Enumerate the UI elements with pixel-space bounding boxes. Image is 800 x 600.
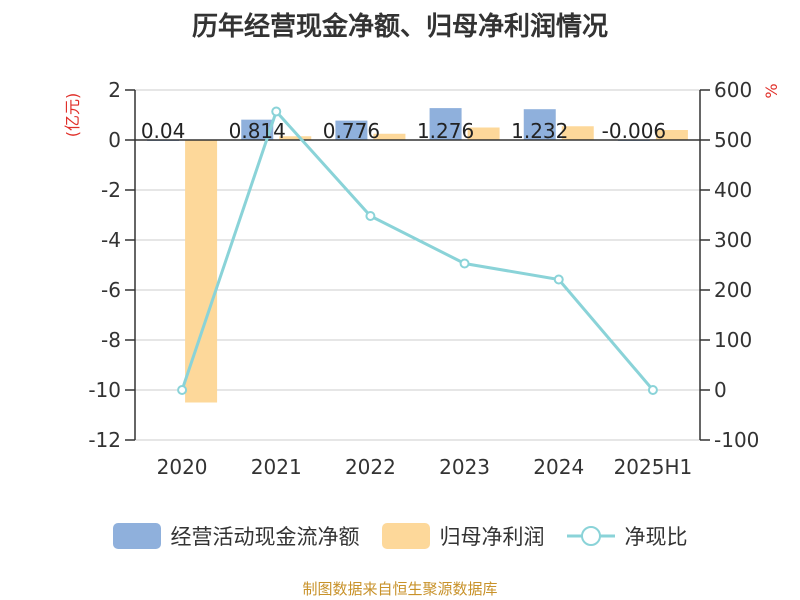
- y-left-tick-label: -8: [101, 328, 121, 352]
- point-ratio: [365, 211, 376, 221]
- y-left-tick-label: 0: [108, 128, 121, 152]
- legend-item-op-cash[interactable]: 经营活动现金流净额: [112, 521, 360, 551]
- bar-op-cash: [429, 108, 462, 140]
- y-right-tick-label: 300: [714, 228, 752, 252]
- legend-item-ratio[interactable]: 净现比: [566, 521, 688, 551]
- source-note: 制图数据来自恒生聚源数据库: [302, 580, 498, 598]
- y-left-unit: (亿元): [63, 93, 82, 138]
- bar-op-cash: [523, 109, 556, 140]
- point-ratio: [459, 258, 470, 269]
- chart-title: 历年经营现金净额、归母净利润情况: [191, 12, 608, 42]
- bar-op-cash: [335, 120, 368, 140]
- bar-op-cash: [241, 119, 274, 140]
- point-ratio: [271, 106, 282, 117]
- y-left-tick-label: -2: [101, 178, 121, 202]
- y-right-tick-label: 400: [714, 178, 752, 202]
- data-label-op-cash: 0.04: [141, 119, 186, 143]
- y-right-tick-label: 200: [714, 278, 752, 302]
- line-ratio: [180, 108, 655, 391]
- legend-label-op-cash: 经营活动现金流净额: [170, 525, 360, 549]
- y-right-tick-label: 0: [714, 378, 727, 402]
- bar-net-profit: [185, 140, 218, 403]
- y-right-unit: %: [762, 83, 781, 98]
- y-left-tick-label: -10: [88, 378, 121, 402]
- data-label-op-cash: 1.232: [511, 119, 568, 143]
- y-right-tick-label: 600: [714, 78, 752, 102]
- y-left-tick-label: -12: [88, 428, 121, 452]
- point-ratio: [553, 274, 564, 285]
- bar-net-profit: [279, 136, 312, 140]
- point-ratio: [177, 385, 188, 395]
- x-tick-label: 2021: [251, 455, 302, 479]
- legend-swatch-ratio: [566, 526, 615, 546]
- legend: 经营活动现金流净额 归母净利润 净现比: [0, 518, 800, 554]
- data-label-op-cash: 1.276: [417, 119, 474, 143]
- y-right-tick-label: -100: [714, 428, 759, 452]
- y-left-tick-label: 2: [108, 78, 121, 102]
- bar-net-profit: [561, 126, 594, 140]
- y-left-tick-label: -6: [101, 278, 121, 302]
- bar-net-profit: [373, 133, 406, 140]
- x-tick-label: 2025H1: [614, 455, 693, 479]
- legend-label-ratio: 净现比: [624, 525, 688, 549]
- data-label-op-cash: 0.814: [229, 119, 286, 143]
- data-label-op-cash: -0.006: [602, 119, 666, 143]
- x-tick-label: 2023: [439, 455, 490, 479]
- x-tick-label: 2024: [533, 455, 584, 479]
- y-right-tick-label: 500: [714, 128, 752, 152]
- x-tick-label: 2020: [157, 455, 208, 479]
- x-tick-label: 2022: [345, 455, 396, 479]
- data-label-op-cash: 0.776: [323, 119, 380, 143]
- legend-label-net-profit: 归母净利润: [439, 525, 545, 549]
- point-ratio: [647, 385, 658, 395]
- legend-swatch-op-cash: [112, 523, 161, 549]
- bar-net-profit: [467, 127, 500, 140]
- y-right-tick-label: 100: [714, 328, 752, 352]
- legend-item-net-profit[interactable]: 归母净利润: [381, 521, 545, 551]
- legend-swatch-net-profit: [381, 523, 430, 549]
- y-left-tick-label: -4: [101, 228, 121, 252]
- bar-net-profit: [655, 130, 688, 140]
